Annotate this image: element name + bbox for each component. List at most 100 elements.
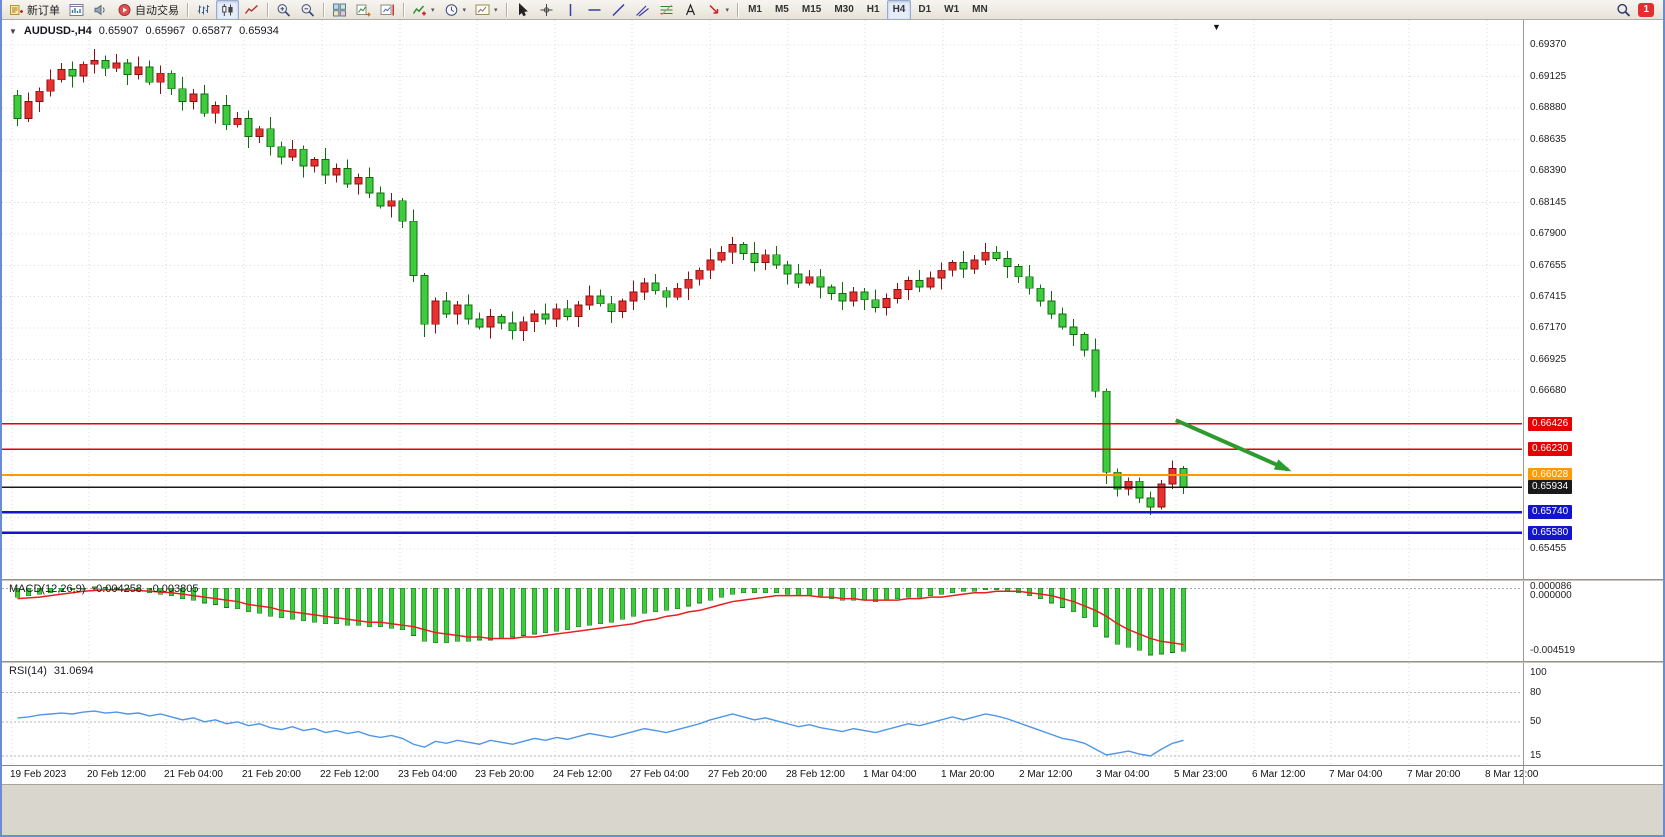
price-axis-label: 0.66680	[1530, 385, 1567, 397]
macd-bar	[333, 587, 339, 625]
candle	[24, 101, 33, 119]
candle	[959, 262, 968, 270]
candle	[112, 62, 121, 69]
periods-button[interactable]: ▾	[440, 0, 471, 20]
fibonacci-button[interactable]	[655, 0, 678, 20]
timeframe-m30[interactable]: M30	[834, 4, 854, 15]
rsi-axis-label: 100	[1530, 667, 1547, 678]
macd-bar	[15, 587, 21, 598]
trendline-button[interactable]	[607, 0, 630, 20]
chevron-down-icon: ▾	[462, 6, 467, 14]
alerts-button[interactable]	[89, 0, 112, 20]
one-click-collapse-icon[interactable]: ▼	[9, 26, 17, 36]
cursor-button[interactable]	[511, 0, 534, 20]
candle	[123, 62, 132, 76]
macd-value-main: -0.004258	[92, 583, 142, 595]
search-icon	[1616, 3, 1631, 17]
timeframe-h1[interactable]: H1	[866, 4, 880, 15]
candle	[321, 159, 330, 176]
macd-bar	[25, 587, 31, 596]
channel-button[interactable]	[631, 0, 654, 20]
cursor-icon	[515, 2, 530, 17]
macd-bar	[443, 587, 449, 644]
candle	[453, 304, 462, 315]
timeframe-m5[interactable]: M5	[774, 4, 789, 15]
arrows-button[interactable]: ▾	[703, 0, 734, 20]
macd-bar	[103, 587, 109, 589]
toolbar-separator	[267, 2, 268, 17]
timeframe-m1[interactable]: M1	[748, 4, 762, 15]
time-axis-label: 2 Mar 12:00	[1019, 769, 1073, 780]
price-chart[interactable]	[2, 20, 1663, 579]
macd-bar	[289, 587, 295, 620]
zoom-out-button[interactable]	[296, 0, 319, 20]
candle	[640, 282, 649, 293]
candle	[849, 291, 858, 302]
rsi-chart[interactable]	[2, 663, 1663, 765]
timeframe-h4[interactable]: H4	[886, 0, 912, 20]
macd-bar	[1148, 587, 1154, 656]
macd-axis-label: 0.000000	[1530, 590, 1572, 601]
zoom-in-button[interactable]	[272, 0, 295, 20]
search-button[interactable]	[1612, 0, 1635, 20]
candle	[882, 298, 891, 308]
macd-bar	[652, 587, 658, 613]
timeframe-m15[interactable]: M15	[801, 4, 822, 15]
candle	[354, 177, 363, 185]
macd-bar	[784, 587, 790, 595]
bar-chart-button[interactable]	[192, 0, 215, 20]
price-axis-label: 0.67415	[1530, 290, 1567, 302]
crosshair-button[interactable]	[535, 0, 558, 20]
candle	[497, 316, 506, 324]
candle	[178, 88, 187, 103]
rsi-line	[17, 710, 1184, 757]
tile-windows-button[interactable]	[328, 0, 351, 20]
price-axis-label: 0.69370	[1530, 39, 1567, 50]
timeframe-d1[interactable]: D1	[918, 4, 932, 15]
macd-bar	[487, 587, 493, 641]
candle	[145, 66, 154, 83]
auto-trading-button[interactable]: 自动交易	[113, 0, 183, 20]
line-chart-button[interactable]	[240, 0, 263, 20]
scroll-end-marker-icon[interactable]: ▼	[1212, 22, 1221, 32]
macd-bar	[542, 587, 548, 633]
indicators-button[interactable]: ▾	[408, 0, 439, 20]
candle	[442, 300, 451, 315]
macd-bar	[213, 587, 219, 605]
macd-bar	[311, 587, 317, 623]
chart-title: AUDUSD-,H4	[23, 25, 92, 37]
text-button[interactable]	[679, 0, 702, 20]
panel-divider[interactable]	[2, 579, 1663, 581]
sell-arrow[interactable]	[1174, 418, 1289, 472]
timeframe-w1[interactable]: W1	[944, 4, 960, 15]
clock-icon	[444, 3, 459, 17]
axis-divider	[1523, 766, 1524, 784]
template-icon	[475, 3, 490, 17]
chart-window-button[interactable]	[65, 0, 88, 20]
chart-shift-button[interactable]	[376, 0, 399, 20]
resistance-line-1-tag: 0.66426	[1528, 416, 1573, 431]
autotrade-icon	[117, 3, 132, 17]
candle	[926, 277, 935, 288]
new-order-button[interactable]: 新订单	[5, 0, 64, 20]
autoscroll-icon	[356, 3, 371, 17]
macd-bar	[993, 587, 999, 591]
candle	[893, 289, 902, 299]
notification-count-badge[interactable]: 1	[1638, 2, 1654, 17]
vertical-line-button[interactable]	[559, 0, 582, 20]
candle	[948, 262, 957, 271]
tile-icon	[332, 3, 347, 17]
horizontal-line-button[interactable]	[583, 0, 606, 20]
panel-divider[interactable]	[2, 661, 1663, 663]
macd-bar	[235, 587, 241, 610]
macd-bar	[399, 587, 405, 630]
candle	[277, 146, 286, 158]
macd-chart[interactable]	[2, 581, 1663, 661]
auto-scroll-button[interactable]	[352, 0, 375, 20]
timeframe-mn[interactable]: MN	[972, 4, 988, 15]
templates-button[interactable]: ▾	[471, 0, 502, 20]
candle	[1014, 265, 1023, 278]
macd-bar	[92, 586, 98, 589]
candlestick-chart-button[interactable]	[216, 0, 239, 20]
candle	[90, 60, 99, 65]
